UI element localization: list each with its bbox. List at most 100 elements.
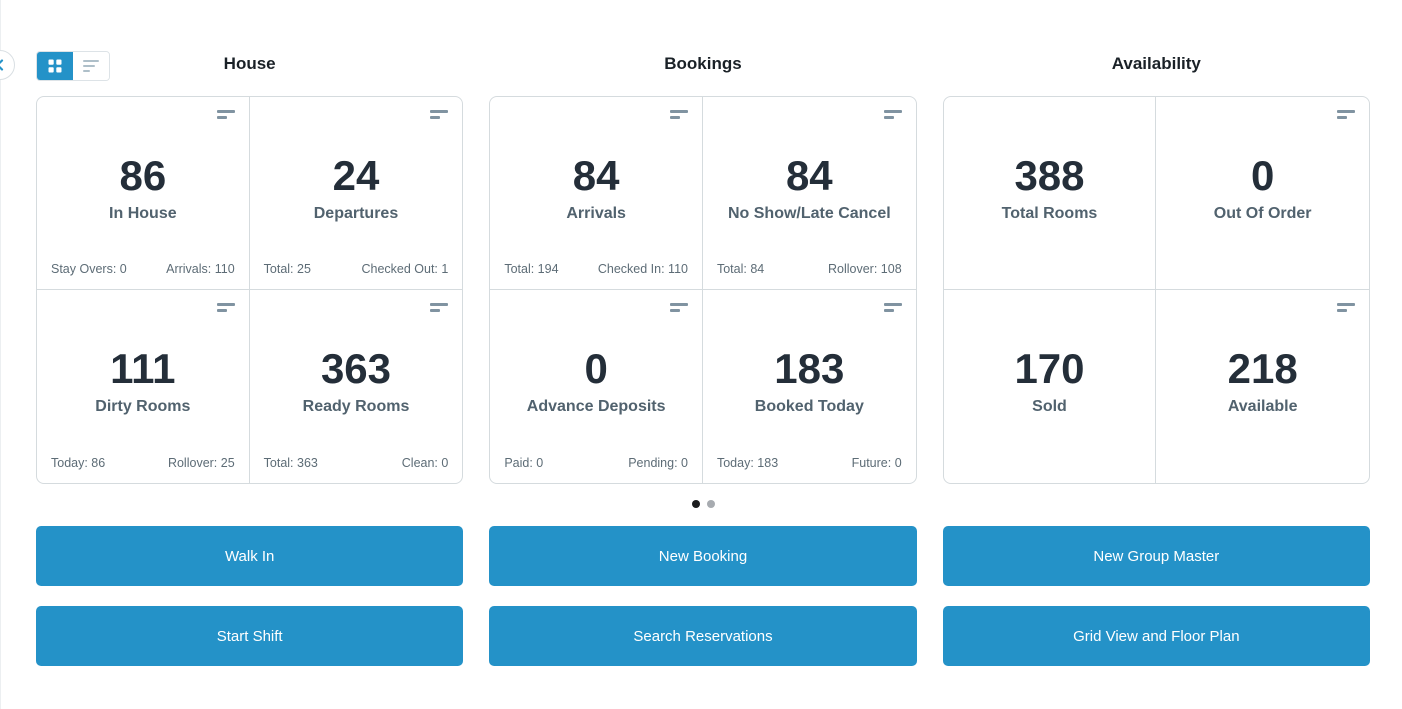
view-toggle	[36, 51, 110, 81]
stat-value: 183	[774, 345, 845, 392]
stat-value: 86	[119, 152, 167, 199]
card-dirty-rooms[interactable]: 111 Dirty Rooms Today: 86 Rollover: 25	[37, 290, 250, 483]
menu-icon-bar	[216, 303, 235, 306]
menu-icon-bar	[669, 309, 680, 312]
menu-icon-bar	[1336, 116, 1347, 119]
stat-value: 170	[1014, 345, 1085, 392]
card-sold[interactable]: 170 Sold	[943, 290, 1157, 483]
stat-label: Ready Rooms	[302, 398, 410, 415]
stat-footer: Total: 25 Checked Out: 1	[264, 262, 449, 276]
chevron-left-icon	[0, 59, 4, 71]
menu-icon-bar	[216, 110, 235, 113]
list-icon	[83, 60, 99, 72]
card-menu-icon[interactable]	[1336, 110, 1355, 119]
stat-label: In House	[109, 205, 177, 222]
stat-label: No Show/Late Cancel	[727, 205, 891, 222]
stat-cards-row: 86 In House Stay Overs: 0 Arrivals: 110 …	[36, 96, 1370, 484]
stat-footer-left: Total: 194	[504, 262, 559, 276]
stat-value: 363	[320, 345, 392, 392]
card-ready-rooms[interactable]: 363 Ready Rooms Total: 363 Clean: 0	[249, 290, 463, 483]
start-shift-button[interactable]: Start Shift	[36, 606, 464, 666]
menu-icon-bar	[669, 110, 688, 113]
carousel-pagination	[36, 500, 1370, 508]
menu-icon-bar	[430, 110, 449, 113]
stat-label: Sold	[1032, 398, 1067, 415]
collapse-panel-button[interactable]	[0, 50, 15, 80]
stat-label: Departures	[313, 205, 399, 222]
action-buttons-row-1: Walk In New Booking New Group Master	[36, 526, 1370, 586]
pagination-dot-2[interactable]	[706, 500, 715, 508]
stat-footer: Total: 363 Clean: 0	[264, 456, 449, 470]
card-menu-icon[interactable]	[669, 303, 688, 312]
card-menu-icon[interactable]	[669, 110, 688, 119]
menu-icon-bar	[430, 303, 449, 306]
stat-value: 111	[110, 345, 176, 392]
card-menu-icon[interactable]	[430, 110, 449, 119]
pagination-dot-1[interactable]	[691, 500, 700, 508]
menu-icon-bar	[1336, 110, 1355, 113]
stat-footer: Total: 84 Rollover: 108	[717, 262, 902, 276]
menu-icon-bar	[1336, 303, 1355, 306]
stat-card-grid-bookings: 84 Arrivals Total: 194 Checked In: 110 8…	[489, 96, 917, 484]
stat-footer-right: Checked In: 110	[597, 262, 688, 276]
card-arrivals[interactable]: 84 Arrivals Total: 194 Checked In: 110	[490, 97, 703, 290]
stat-value: 84	[785, 152, 833, 199]
walk-in-button[interactable]: Walk In	[36, 526, 464, 586]
column-header-availability: Availability	[1111, 54, 1201, 73]
stat-footer: Stay Overs: 0 Arrivals: 110	[51, 262, 235, 276]
stat-footer-right: Arrivals: 110	[166, 262, 235, 276]
stat-card-grid-availability: 388 Total Rooms 0 Out Of Order 170 Sold …	[942, 96, 1370, 484]
card-departures[interactable]: 24 Departures Total: 25 Checked Out: 1	[249, 97, 463, 290]
stat-footer-right: Checked Out: 1	[361, 262, 449, 276]
card-menu-icon[interactable]	[883, 303, 902, 312]
stat-footer-right: Future: 0	[851, 456, 902, 470]
card-menu-icon[interactable]	[430, 303, 449, 312]
card-total-rooms[interactable]: 388 Total Rooms	[943, 97, 1157, 290]
card-menu-icon[interactable]	[883, 110, 902, 119]
menu-icon-bar	[669, 116, 680, 119]
stat-value: 84	[572, 152, 620, 199]
stat-footer-right: Rollover: 108	[828, 262, 902, 276]
stat-value: 0	[1250, 152, 1275, 199]
stat-footer-right: Pending: 0	[628, 456, 688, 470]
stat-footer-left: Today: 183	[716, 456, 779, 470]
card-no-show-late-cancel[interactable]: 84 No Show/Late Cancel Total: 84 Rollove…	[702, 97, 916, 290]
stat-footer: Today: 86 Rollover: 25	[51, 456, 235, 470]
stat-card-grid-house: 86 In House Stay Overs: 0 Arrivals: 110 …	[36, 96, 464, 484]
menu-icon-bar	[1336, 309, 1347, 312]
menu-icon-bar	[883, 116, 894, 119]
stat-footer: Today: 183 Future: 0	[717, 456, 902, 470]
card-available[interactable]: 218 Available	[1156, 290, 1369, 483]
search-reservations-button[interactable]: Search Reservations	[489, 606, 917, 666]
stat-footer-left: Stay Overs: 0	[51, 262, 127, 276]
list-view-toggle-button[interactable]	[73, 52, 109, 80]
grid-view-toggle-button[interactable]	[37, 52, 73, 80]
stat-footer-right: Rollover: 25	[167, 456, 235, 470]
menu-icon-bar	[430, 116, 441, 119]
card-booked-today[interactable]: 183 Booked Today Today: 183 Future: 0	[702, 290, 916, 483]
menu-icon-bar	[669, 303, 688, 306]
new-group-master-button[interactable]: New Group Master	[942, 526, 1370, 586]
card-advance-deposits[interactable]: 0 Advance Deposits Paid: 0 Pending: 0	[490, 290, 703, 483]
card-menu-icon[interactable]	[1336, 303, 1355, 312]
column-header-house: House	[223, 54, 276, 73]
column-header-bookings: Bookings	[664, 54, 742, 73]
stat-label: Total Rooms	[1001, 205, 1098, 222]
stat-value: 388	[1014, 152, 1085, 199]
new-booking-button[interactable]: New Booking	[489, 526, 917, 586]
stat-label: Booked Today	[754, 398, 864, 415]
stat-footer-left: Today: 86	[51, 456, 106, 470]
menu-icon-bar	[216, 309, 227, 312]
menu-icon-bar	[216, 116, 227, 119]
dashboard: House Bookings Availability 86 In House St…	[36, 0, 1370, 666]
grid-view-and-floor-plan-button[interactable]: Grid View and Floor Plan	[942, 606, 1370, 666]
menu-icon-bar	[883, 303, 902, 306]
card-in-house[interactable]: 86 In House Stay Overs: 0 Arrivals: 110	[37, 97, 250, 290]
stat-footer-left: Total: 84	[716, 262, 765, 276]
card-out-of-order[interactable]: 0 Out Of Order	[1156, 97, 1369, 290]
stat-footer-left: Paid: 0	[504, 456, 544, 470]
stat-footer-right: Clean: 0	[401, 456, 449, 470]
card-menu-icon[interactable]	[216, 110, 235, 119]
stat-label: Out Of Order	[1213, 205, 1312, 222]
card-menu-icon[interactable]	[216, 303, 235, 312]
